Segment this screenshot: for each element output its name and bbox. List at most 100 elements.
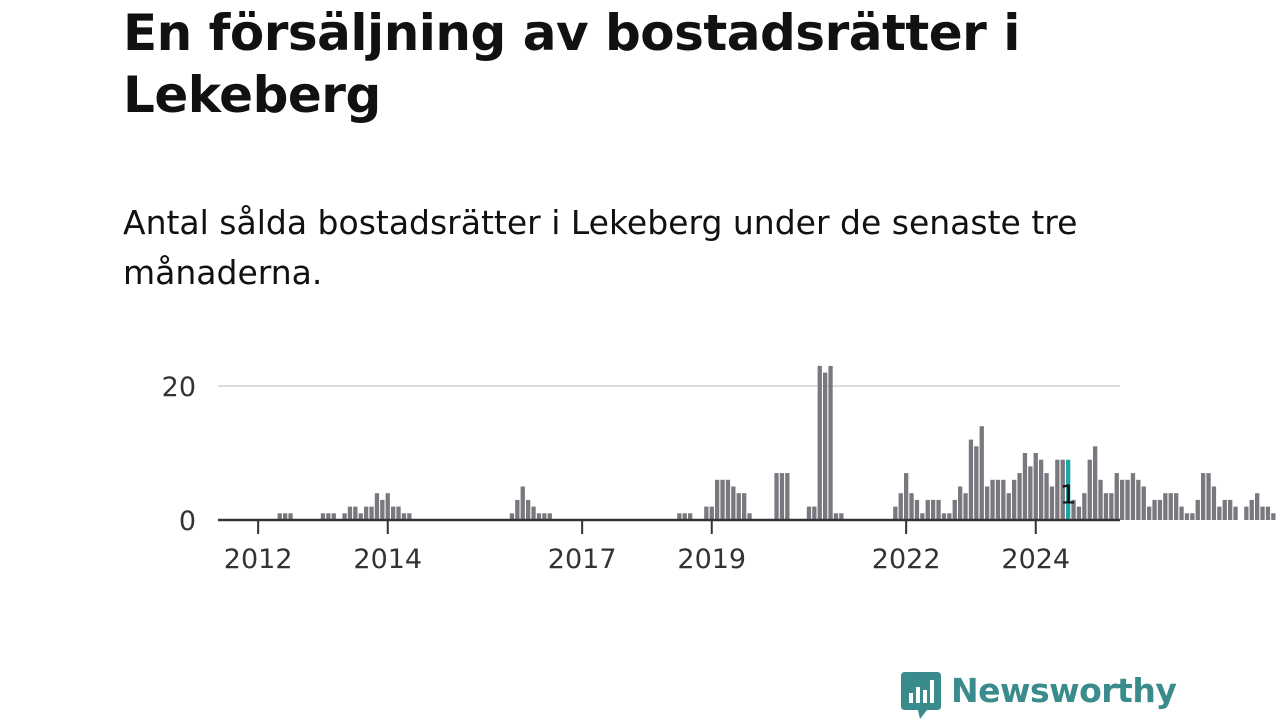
newsworthy-logo-icon [901, 672, 941, 719]
bar [823, 372, 828, 520]
bar [725, 479, 731, 520]
bar [958, 486, 963, 520]
bar [947, 513, 952, 520]
bar [990, 479, 995, 520]
bar [1103, 493, 1109, 520]
bar [747, 513, 752, 520]
bar [391, 506, 396, 520]
bar [952, 499, 957, 520]
bar [380, 499, 385, 520]
bar [1136, 479, 1141, 520]
bar [1098, 479, 1103, 520]
bar [401, 513, 407, 520]
bar [1271, 513, 1276, 520]
bar [677, 513, 682, 520]
bar [283, 513, 288, 520]
x-tick-label: 2022 [872, 544, 941, 575]
bar [736, 493, 741, 520]
bar [920, 513, 925, 520]
bar [1022, 453, 1028, 520]
bar [774, 473, 779, 520]
bar [1120, 479, 1125, 520]
bar [385, 493, 390, 520]
bar [374, 493, 380, 520]
bar [1201, 473, 1206, 520]
bar [1211, 486, 1217, 520]
bar [1157, 499, 1163, 520]
bar [1017, 473, 1022, 520]
x-tick-label: 2024 [1001, 544, 1070, 575]
bar [277, 513, 282, 520]
bar [509, 513, 515, 520]
chart-title: En försäljning av bostadsrätter i Lekebe… [123, 4, 1020, 124]
bar [1130, 473, 1136, 520]
bar [931, 499, 936, 520]
bar [1265, 506, 1271, 520]
bar [1082, 493, 1087, 520]
bar [536, 513, 542, 520]
bar [364, 506, 369, 520]
bar [1001, 479, 1006, 520]
bar [985, 486, 990, 520]
bar [704, 506, 709, 520]
bar [326, 513, 331, 520]
bar [1228, 499, 1233, 520]
bar [995, 479, 1001, 520]
bar [817, 365, 822, 520]
bar [531, 506, 536, 520]
bar [1006, 493, 1011, 520]
bar [1222, 499, 1227, 520]
bar [898, 493, 903, 520]
bar [1033, 453, 1038, 520]
bar [785, 473, 790, 520]
bar [369, 506, 374, 520]
bar [1260, 506, 1265, 520]
bar [526, 499, 531, 520]
bar [1179, 506, 1184, 520]
bar [1163, 493, 1168, 520]
bar [320, 513, 326, 520]
bar [1114, 473, 1119, 520]
bar [839, 513, 844, 520]
bar [779, 473, 785, 520]
bar [1174, 493, 1179, 520]
bar [1168, 493, 1173, 520]
bar [682, 513, 687, 520]
bar [968, 439, 974, 520]
bar [1244, 506, 1249, 520]
bar [1060, 459, 1065, 520]
bar [742, 493, 747, 520]
bar [904, 473, 909, 520]
bar [396, 506, 401, 520]
bar [828, 365, 833, 520]
bar [1012, 479, 1017, 520]
x-tick-label: 2019 [677, 544, 746, 575]
bar [1152, 499, 1157, 520]
bar [979, 426, 984, 520]
bar [331, 513, 336, 520]
bar [1206, 473, 1211, 520]
bar [347, 506, 353, 520]
bar [1076, 506, 1082, 520]
bar [1044, 473, 1049, 520]
bar [1049, 486, 1055, 520]
x-tick-label: 2014 [353, 544, 422, 575]
bar [1141, 486, 1146, 520]
bar [288, 513, 293, 520]
bar [893, 506, 898, 520]
bar [731, 486, 736, 520]
bar [833, 513, 839, 520]
bar [1028, 466, 1033, 520]
bar [1255, 493, 1260, 520]
bar [1109, 493, 1114, 520]
brand-logo: Newsworthy [901, 670, 1177, 720]
bar [1249, 499, 1254, 520]
bar [1190, 513, 1195, 520]
bar [1233, 506, 1238, 520]
bar [974, 446, 979, 520]
bar [342, 513, 347, 520]
bar [688, 513, 693, 520]
bar [936, 499, 941, 520]
